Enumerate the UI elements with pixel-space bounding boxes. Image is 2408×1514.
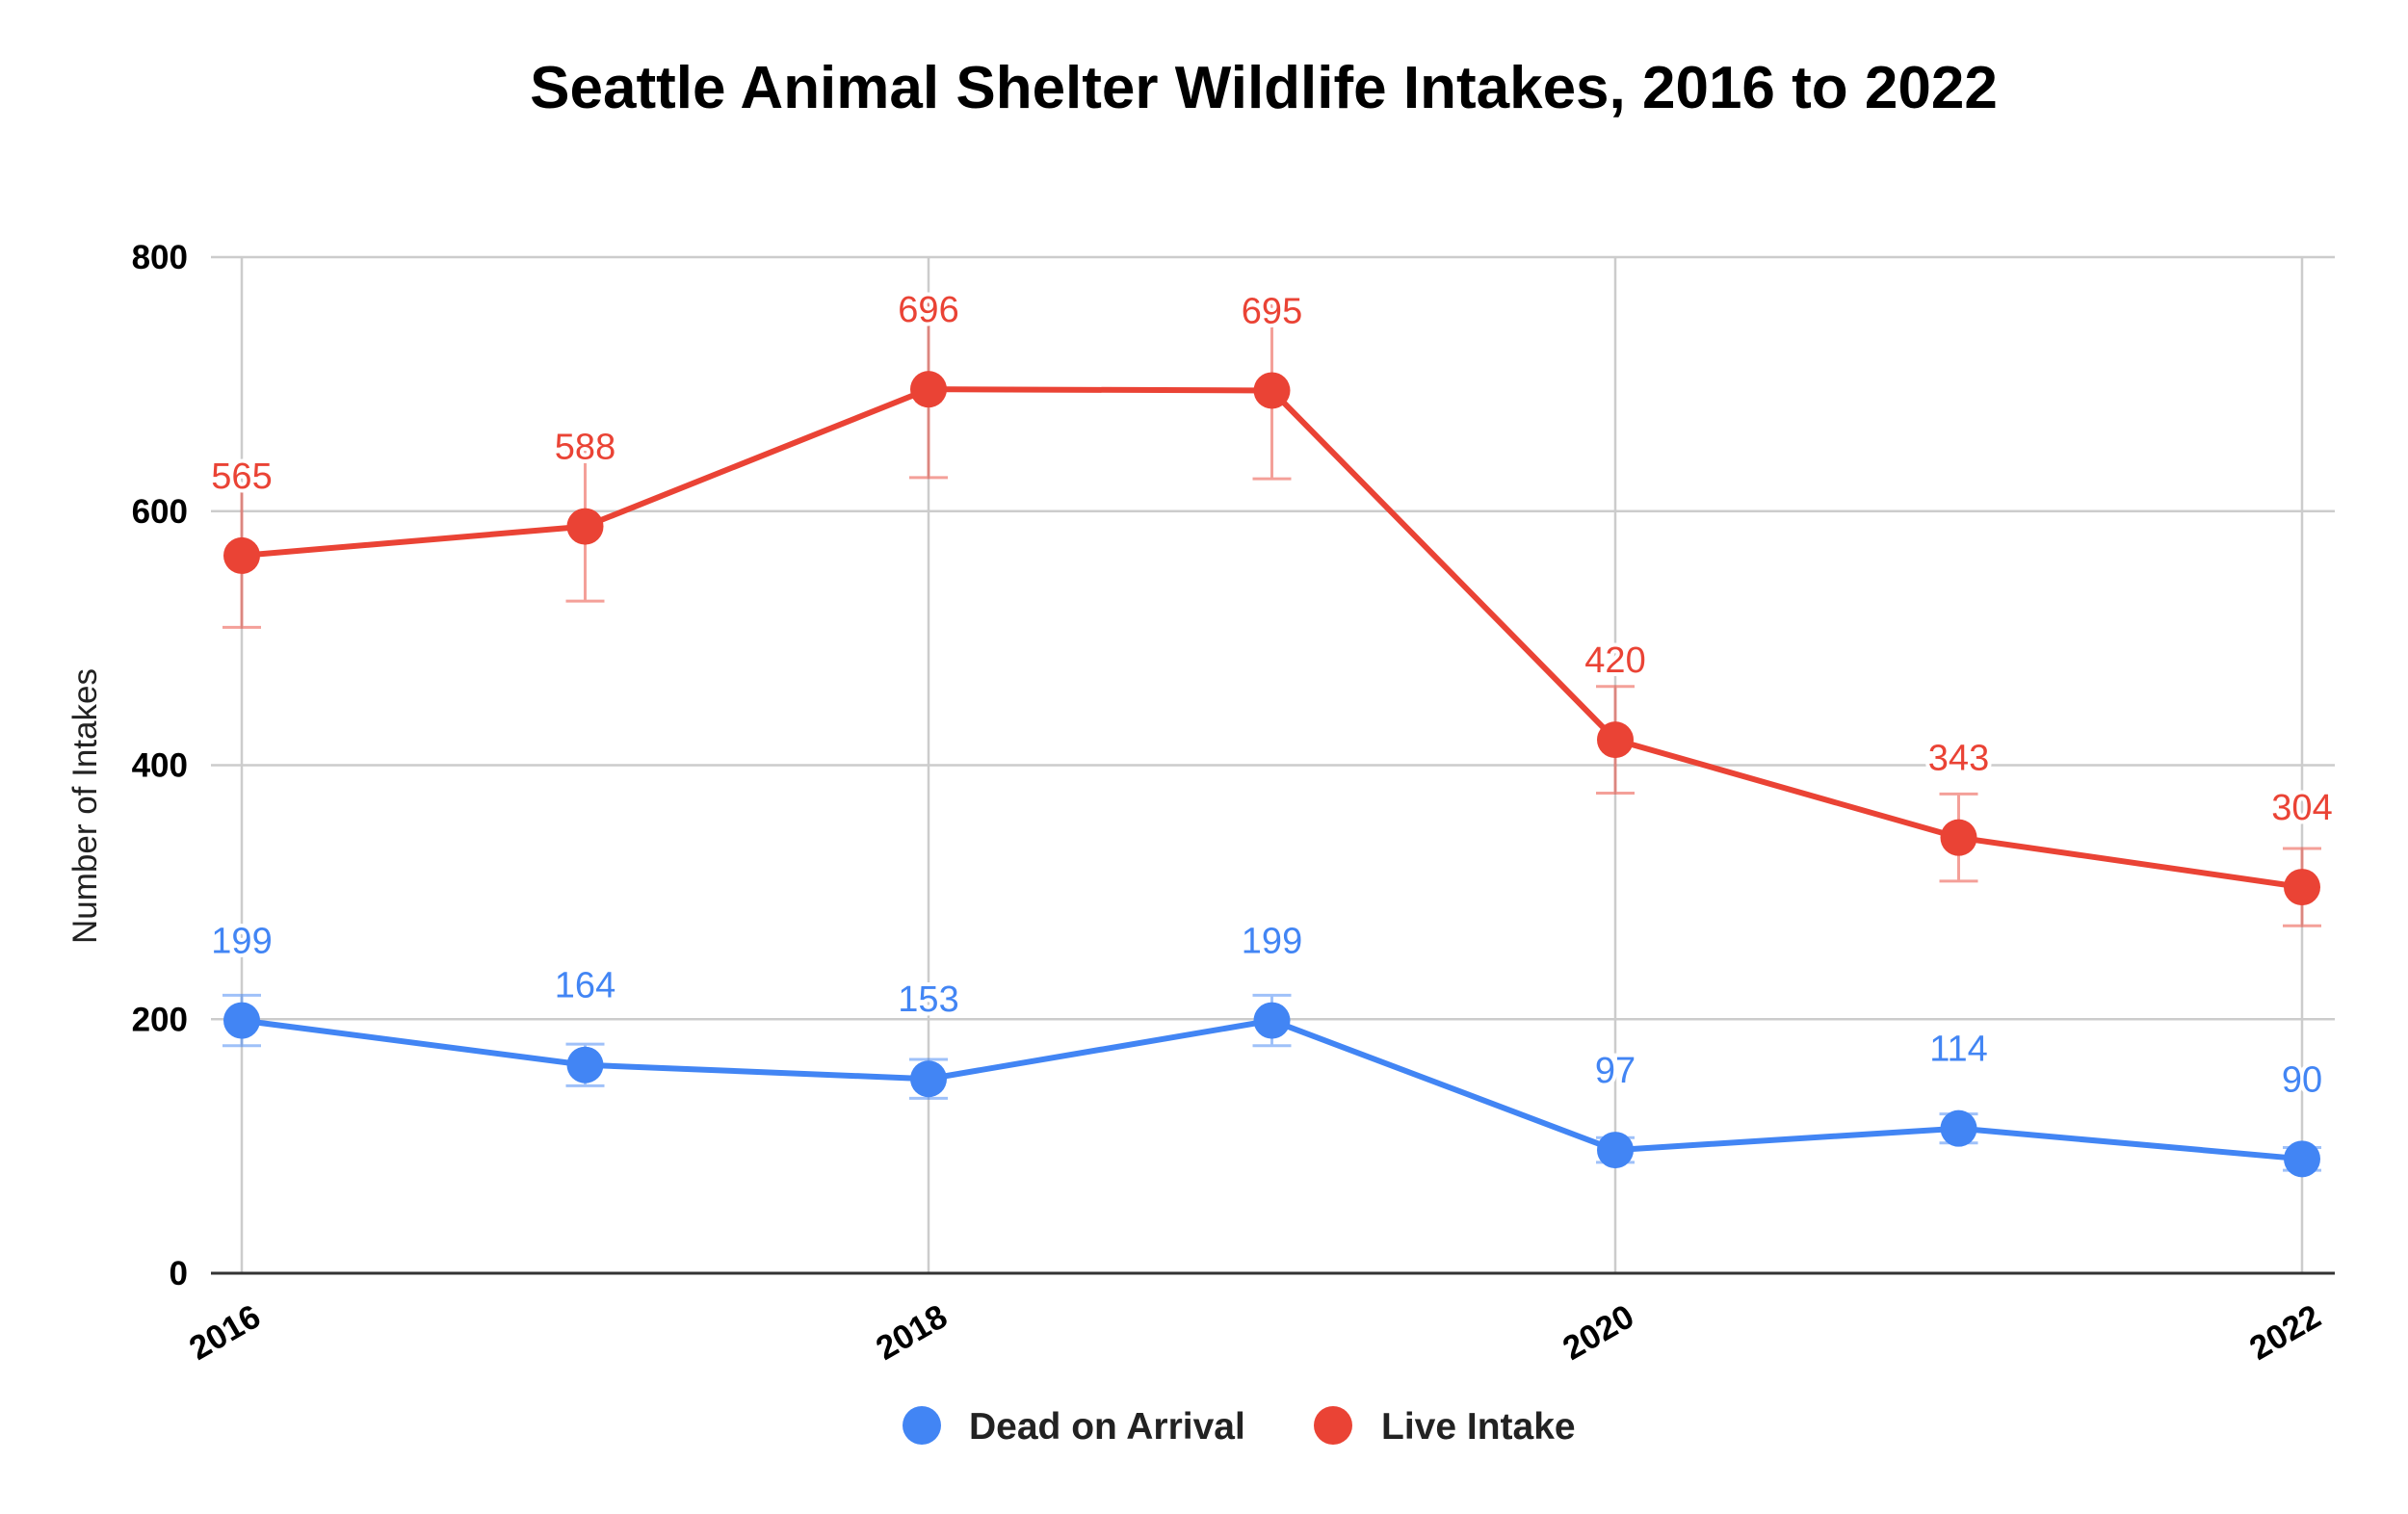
y-tick-label: 0 <box>170 1255 188 1292</box>
data-label: 343 <box>1928 739 1989 779</box>
legend-item: Dead on Arrival <box>903 1406 1245 1448</box>
data-point <box>223 1002 260 1039</box>
x-tick-label: 2020 <box>1557 1297 1640 1368</box>
data-label: 164 <box>555 966 615 1006</box>
data-label: 420 <box>1584 640 1645 681</box>
data-label: 114 <box>1929 1030 1988 1070</box>
data-label: 199 <box>1242 922 1302 962</box>
y-axis-ticks: 0 200 400 600 800 <box>132 239 188 1292</box>
y-axis-title: Number of Intakes <box>66 668 104 944</box>
data-point <box>223 536 260 574</box>
legend: Dead on Arrival Live Intake <box>903 1406 1576 1448</box>
legend-marker-icon <box>903 1406 941 1445</box>
x-tick-label: 2022 <box>2243 1297 2327 1368</box>
data-label: 588 <box>555 428 615 468</box>
data-label: 304 <box>2271 788 2332 828</box>
data-point <box>1253 1002 1291 1039</box>
legend-label: Dead on Arrival <box>969 1406 1245 1448</box>
legend-marker-icon <box>1314 1406 1352 1445</box>
data-point <box>566 508 604 545</box>
y-tick-label: 200 <box>132 1001 188 1038</box>
data-point <box>1597 721 1634 759</box>
data-label: 565 <box>211 457 272 497</box>
data-label: 90 <box>2282 1059 2322 1100</box>
x-tick-label: 2018 <box>870 1297 954 1368</box>
y-tick-label: 800 <box>132 239 188 276</box>
series-dead-on-arrival: 199 164 153 199 97 114 90 <box>207 918 2326 1178</box>
data-point <box>1940 819 1977 856</box>
x-axis-ticks: 2016 2018 2020 2022 <box>183 1297 2327 1368</box>
data-point <box>2284 869 2320 906</box>
series-group: 199 164 153 199 97 114 90 565 588 696 695 420 343 304 <box>207 286 2337 1178</box>
data-point <box>1597 1132 1634 1169</box>
y-tick-label: 600 <box>132 493 188 531</box>
data-label: 153 <box>898 979 958 1020</box>
data-label: 199 <box>211 922 272 962</box>
data-point <box>1253 372 1291 409</box>
data-point <box>1940 1109 1977 1147</box>
data-point <box>566 1046 604 1083</box>
y-tick-label: 400 <box>132 747 188 785</box>
data-label: 97 <box>1595 1051 1636 1091</box>
legend-label: Live Intake <box>1381 1406 1576 1448</box>
chart-title: Seattle Animal Shelter Wildlife Intakes,… <box>530 55 1998 121</box>
data-label: 695 <box>1242 291 1302 331</box>
x-tick-label: 2016 <box>183 1297 267 1368</box>
data-point <box>910 1060 947 1098</box>
data-label: 696 <box>898 290 958 330</box>
legend-item: Live Intake <box>1314 1406 1576 1448</box>
data-point <box>910 371 947 408</box>
data-point <box>2284 1140 2320 1178</box>
series-live-intake: 565 588 696 695 420 343 304 <box>207 286 2337 927</box>
